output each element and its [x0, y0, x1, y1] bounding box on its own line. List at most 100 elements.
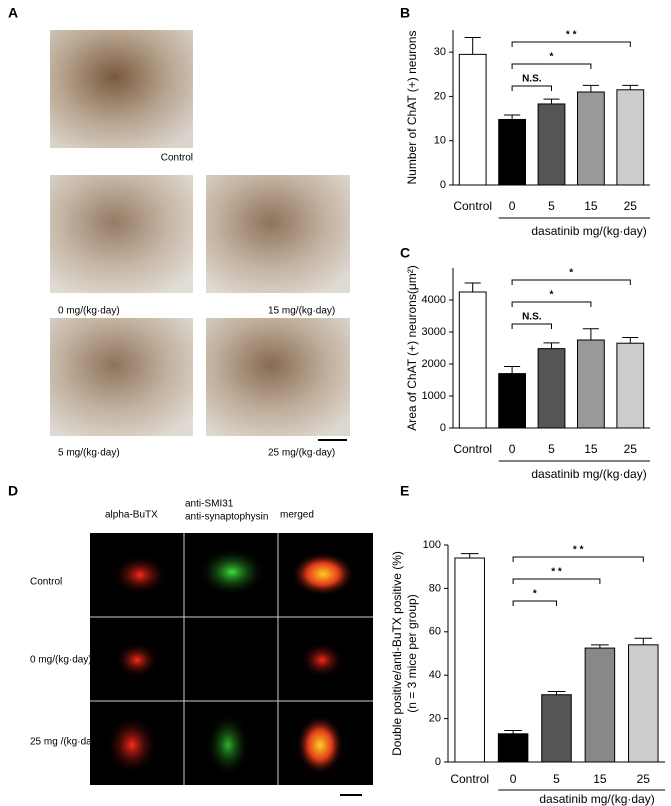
- x-tick-label: 15: [584, 442, 598, 456]
- group-label: dasatinib mg/(kg·day): [531, 467, 646, 481]
- bar: [628, 644, 659, 763]
- y-axis-label: Area of ChAT (+) neurons(μm²): [405, 265, 419, 431]
- micrograph: [50, 175, 193, 293]
- stain: [206, 713, 250, 777]
- y-axis-label: (n = 3 mice per group): [405, 594, 419, 712]
- significance-label: *: [533, 589, 537, 600]
- x-tick-label: 0: [509, 442, 516, 456]
- column-header: anti-synaptophysin: [185, 512, 268, 523]
- column-header: alpha-BuTX: [105, 510, 158, 521]
- panel-label: B: [400, 5, 410, 21]
- group-label: dasatinib mg/(kg·day): [539, 792, 654, 806]
- stain: [198, 548, 266, 596]
- significance-bracket: [511, 301, 592, 307]
- significance-label: * *: [566, 30, 577, 41]
- bar: [584, 647, 616, 763]
- row-label: 0 mg/(kg·day): [30, 655, 92, 666]
- bar: [458, 291, 487, 429]
- error-bar: [464, 37, 481, 55]
- x-tick-label: Control: [453, 442, 492, 456]
- significance-bracket: [511, 41, 631, 47]
- x-tick-label: 25: [624, 199, 638, 213]
- bar: [616, 89, 645, 186]
- error-bar: [547, 690, 566, 695]
- significance-label: *: [569, 268, 573, 279]
- y-axis-label: Number of ChAT (+) neurons: [405, 31, 419, 185]
- x-tick-label: 25: [637, 772, 651, 786]
- significance-label: * *: [551, 567, 562, 578]
- micrograph: [50, 318, 193, 436]
- caption: 15 mg/(kg·day): [268, 306, 335, 317]
- y-tick-label: 0: [440, 422, 446, 434]
- y-tick-label: 80: [429, 582, 441, 594]
- y-tick-label: 0: [435, 756, 441, 768]
- stain: [296, 715, 344, 775]
- x-tick-label: 0: [509, 199, 516, 213]
- y-tick-label: 4000: [422, 294, 446, 306]
- bar: [541, 694, 572, 763]
- micrograph: [50, 30, 193, 148]
- row-label: Control: [30, 577, 62, 588]
- y-tick-label: 40: [429, 669, 441, 681]
- significance-label: N.S.: [522, 74, 542, 85]
- y-tick-label: 100: [423, 539, 441, 551]
- panel-label: C: [400, 245, 410, 261]
- micrograph: [206, 318, 350, 436]
- error-bar: [504, 730, 522, 734]
- y-tick-label: 0: [440, 179, 446, 191]
- significance-label: *: [550, 290, 554, 301]
- bar: [498, 118, 526, 186]
- caption: 0 mg/(kg·day): [58, 306, 120, 317]
- x-tick-label: 0: [510, 772, 517, 786]
- caption: 25 mg/(kg·day): [268, 448, 335, 459]
- bar: [537, 103, 566, 186]
- row-label: 25 mg /(kg·day): [30, 737, 100, 748]
- y-tick-label: 20: [429, 713, 441, 725]
- error-bar: [504, 114, 521, 120]
- error-bar: [543, 98, 560, 104]
- x-tick-label: 5: [548, 442, 555, 456]
- bar: [497, 733, 529, 763]
- significance-label: *: [550, 52, 554, 63]
- column-header: merged: [280, 510, 314, 521]
- panel-label: A: [8, 5, 18, 21]
- caption: Control: [161, 153, 193, 164]
- stain: [115, 642, 159, 678]
- caption: 5 mg/(kg·day): [58, 448, 120, 459]
- group-label: dasatinib mg/(kg·day): [531, 224, 646, 238]
- error-bar: [591, 644, 609, 649]
- y-tick-label: 10: [434, 135, 446, 147]
- error-bar: [464, 282, 481, 292]
- bar: [454, 557, 485, 763]
- stain: [291, 552, 355, 596]
- error-bar: [634, 637, 653, 645]
- bar: [616, 342, 645, 429]
- stain: [112, 555, 168, 595]
- bar: [458, 53, 487, 186]
- column-header: anti-SMI31: [185, 499, 234, 510]
- bar: [577, 91, 605, 186]
- panel-label: E: [400, 483, 409, 499]
- y-tick-label: 60: [429, 626, 441, 638]
- x-tick-label: 25: [624, 442, 638, 456]
- error-bar: [622, 336, 639, 344]
- y-tick-label: 2000: [422, 358, 446, 370]
- error-bar: [543, 342, 560, 349]
- y-tick-label: 1000: [422, 390, 446, 402]
- x-tick-label: 15: [584, 199, 598, 213]
- significance-bracket: [511, 63, 592, 69]
- bar: [498, 373, 526, 429]
- y-tick-label: 20: [434, 90, 446, 102]
- y-tick-label: 30: [434, 46, 446, 58]
- micrograph: [206, 175, 350, 293]
- significance-bracket: [511, 85, 552, 91]
- bar: [537, 348, 566, 429]
- error-bar: [582, 84, 599, 92]
- error-bar: [460, 553, 479, 559]
- x-tick-label: Control: [450, 772, 489, 786]
- x-tick-label: 5: [548, 199, 555, 213]
- x-tick-label: 5: [553, 772, 560, 786]
- significance-label: * *: [573, 545, 584, 556]
- bar: [577, 339, 605, 429]
